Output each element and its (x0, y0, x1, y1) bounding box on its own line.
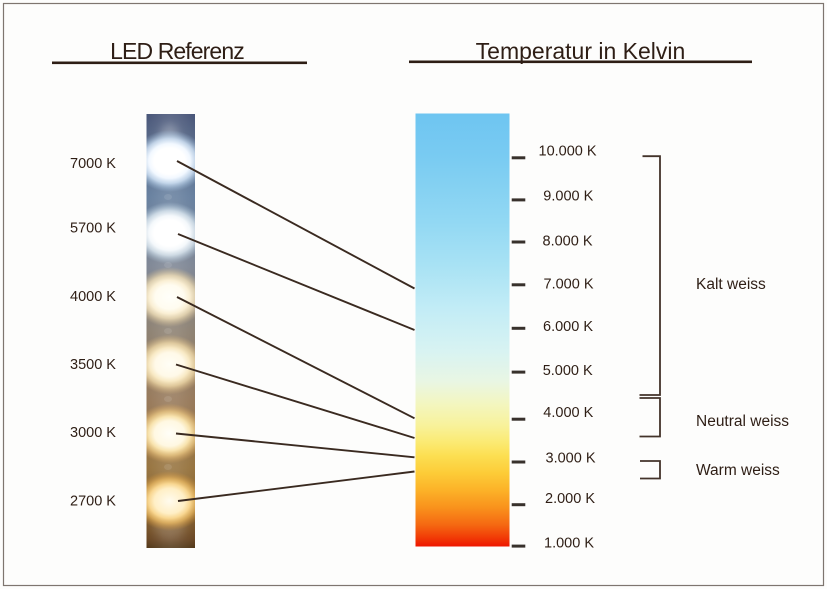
svg-text:6.000 K: 6.000 K (543, 319, 593, 335)
svg-text:4.000 K: 4.000 K (543, 405, 593, 421)
svg-text:8.000 K: 8.000 K (543, 234, 593, 250)
svg-text:Warm weiss: Warm weiss (696, 462, 780, 479)
svg-text:5.000 K: 5.000 K (543, 363, 593, 379)
svg-text:2700 K: 2700 K (70, 494, 116, 510)
svg-text:LED Referenz: LED Referenz (110, 38, 244, 64)
svg-text:3500 K: 3500 K (70, 357, 116, 373)
svg-text:5700 K: 5700 K (70, 221, 116, 237)
svg-text:10.000 K: 10.000 K (539, 144, 597, 160)
svg-text:7000 K: 7000 K (70, 156, 116, 172)
svg-text:4000 K: 4000 K (70, 289, 116, 305)
svg-text:9.000 K: 9.000 K (543, 188, 593, 204)
svg-text:7.000 K: 7.000 K (544, 276, 594, 292)
svg-text:2.000 K: 2.000 K (545, 491, 595, 507)
svg-text:Neutral weiss: Neutral weiss (696, 413, 789, 430)
svg-text:Temperatur in Kelvin: Temperatur in Kelvin (476, 38, 686, 64)
svg-text:3000 K: 3000 K (70, 425, 116, 441)
svg-text:Kalt weiss: Kalt weiss (696, 276, 766, 293)
svg-text:3.000 K: 3.000 K (546, 450, 596, 466)
svg-text:1.000 K: 1.000 K (544, 536, 594, 552)
